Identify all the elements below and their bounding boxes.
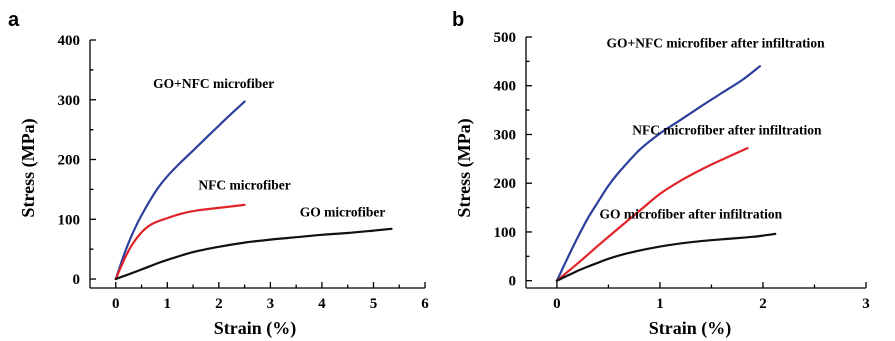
y-tick-label: 200 xyxy=(494,176,517,192)
panel-b-plot-area: 0 100 200 300 400 500 0 1 2 3 GO+NFC microfiber af… xyxy=(494,30,870,312)
series-label-go-nfc-microfiber-after-infiltration: GO+NFC microfiber after infiltration xyxy=(607,36,826,51)
y-tick-label: 200 xyxy=(58,153,81,169)
panel-a-x-axis-title: Strain (%) xyxy=(214,318,297,339)
y-tick-label: 100 xyxy=(58,212,81,228)
x-tick-label: 2 xyxy=(215,296,223,312)
series-line-go-microfiber-after-infiltration xyxy=(555,232,777,282)
panel-a-plot-area: 0 100 200 300 400 0 1 2 3 4 5 6 GO+NFC microfiber NFC… xyxy=(58,33,430,312)
panel-b-y-axis-title: Stress (MPa) xyxy=(454,118,475,217)
series-line-go-nfc-microfiber-after-infiltration xyxy=(555,65,761,282)
panel-a-y-axis-title: Stress (MPa) xyxy=(18,118,39,217)
x-tick-label: 6 xyxy=(421,296,429,312)
y-tick-label: 0 xyxy=(73,272,81,288)
series-label-go-microfiber: GO microfiber xyxy=(300,204,386,219)
series-line-go-microfiber xyxy=(114,227,393,281)
panel-b-letter: b xyxy=(452,9,464,31)
x-tick-label: 2 xyxy=(759,296,767,312)
series-label-go-nfc-microfiber: GO+NFC microfiber xyxy=(153,76,274,91)
series-line-nfc-microfiber xyxy=(114,203,246,281)
x-tick-label: 4 xyxy=(318,296,326,312)
y-tick-label: 0 xyxy=(509,274,517,290)
panel-a-chart: a 0 100 200 300 400 0 1 2 3 4 5 6 GO+NFC microfiber N… xyxy=(8,9,429,339)
panel-a-letter: a xyxy=(8,9,20,31)
x-tick-label: 3 xyxy=(862,296,870,312)
x-tick-label: 0 xyxy=(112,296,120,312)
x-tick-label: 3 xyxy=(267,296,275,312)
y-tick-label: 100 xyxy=(494,225,517,241)
x-tick-label: 1 xyxy=(656,296,664,312)
series-label-nfc-microfiber: NFC microfiber xyxy=(198,177,290,192)
y-tick-label: 300 xyxy=(58,93,81,109)
series-line-go-nfc-microfiber xyxy=(114,100,246,281)
y-tick-label: 400 xyxy=(494,79,517,95)
y-tick-label: 400 xyxy=(58,33,81,49)
y-tick-label: 300 xyxy=(494,127,517,143)
series-label-go-microfiber-after-infiltration: GO microfiber after infiltration xyxy=(600,206,783,221)
x-tick-label: 0 xyxy=(553,296,561,312)
y-tick-label: 500 xyxy=(494,30,517,46)
panel-b-chart: b 0 100 200 300 400 500 0 1 2 3 GO+NFC microfiber … xyxy=(452,9,870,339)
series-line-nfc-microfiber-after-infiltration xyxy=(555,147,749,282)
panel-b-x-axis-title: Strain (%) xyxy=(649,318,732,339)
x-tick-label: 1 xyxy=(164,296,172,312)
series-label-nfc-microfiber-after-infiltration: NFC microfiber after infiltration xyxy=(632,122,822,137)
x-tick-label: 5 xyxy=(370,296,378,312)
